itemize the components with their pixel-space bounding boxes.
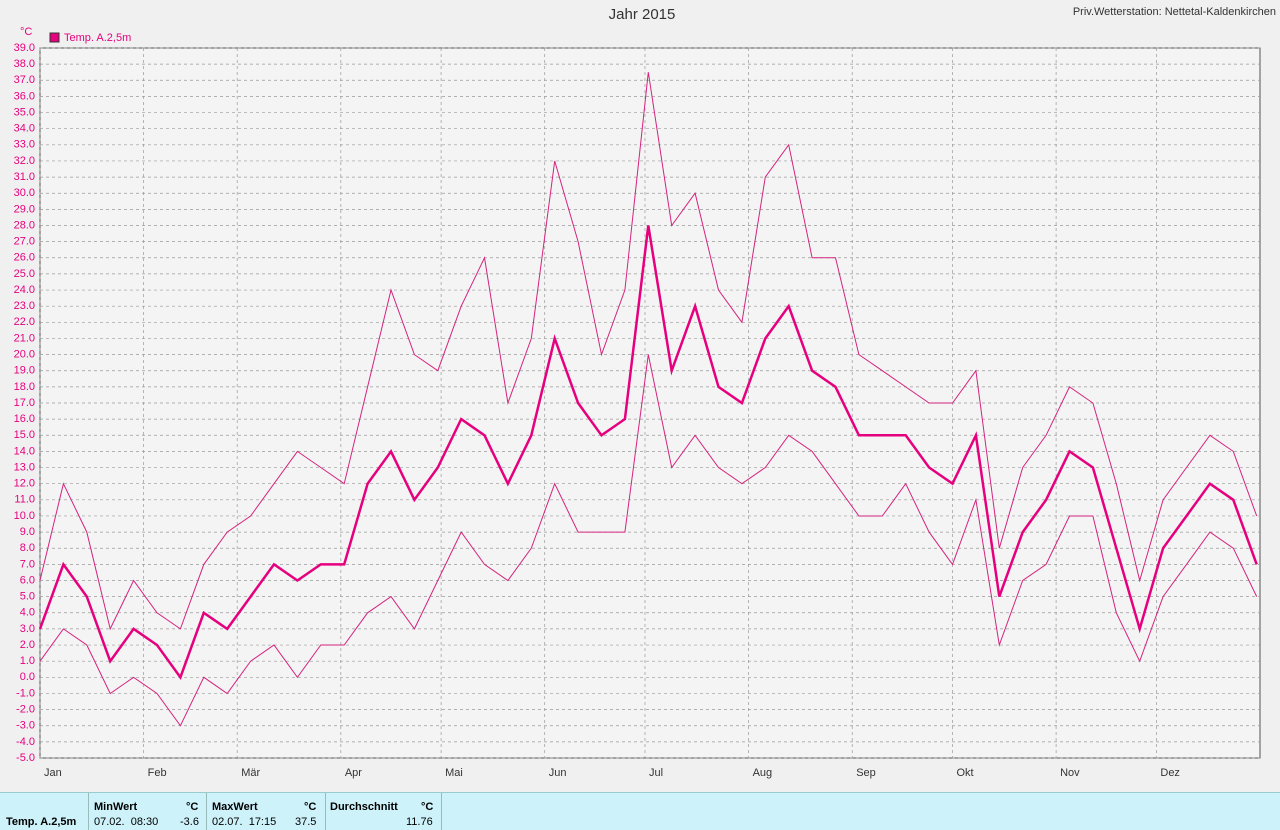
y-tick-label: 9.0 xyxy=(20,526,35,538)
min-time: 07.02. 08:30 xyxy=(94,816,159,828)
x-tick-label: Dez xyxy=(1160,767,1180,779)
y-tick-label: 22.0 xyxy=(14,316,35,328)
series-line xyxy=(39,72,1258,631)
y-tick-label: 1.0 xyxy=(20,655,35,667)
y-tick-label: 35.0 xyxy=(14,106,35,118)
x-tick-label: Aug xyxy=(753,767,773,779)
y-tick-label: 34.0 xyxy=(14,123,35,135)
series-line xyxy=(39,354,1258,727)
y-tick-label: 15.0 xyxy=(14,429,35,441)
legend-label: Temp. A.2,5m xyxy=(64,32,131,44)
x-tick-label: Mär xyxy=(241,767,260,779)
y-tick-label: 13.0 xyxy=(14,461,35,473)
y-tick-label: 32.0 xyxy=(14,155,35,167)
y-tick-label: 33.0 xyxy=(14,139,35,151)
avg-header: Durchschnitt xyxy=(330,801,398,813)
y-tick-label: 21.0 xyxy=(14,332,35,344)
y-tick-label: 17.0 xyxy=(14,397,35,409)
y-tick-label: 18.0 xyxy=(14,381,35,393)
max-unit: °C xyxy=(304,801,317,813)
max-value: 37.5 xyxy=(295,816,317,828)
x-tick-label: Nov xyxy=(1060,767,1080,779)
y-tick-label: 27.0 xyxy=(14,236,35,248)
y-tick-label: 19.0 xyxy=(14,365,35,377)
y-tick-label: 30.0 xyxy=(14,187,35,199)
y-tick-label: 7.0 xyxy=(20,558,35,570)
y-tick-label: 25.0 xyxy=(14,268,35,280)
min-header: MinWert xyxy=(94,801,138,813)
y-tick-label: -5.0 xyxy=(16,752,35,764)
y-tick-label: 36.0 xyxy=(14,90,35,102)
station: Priv.Wetterstation: Nettetal-Kaldenkirch… xyxy=(1073,6,1276,18)
y-tick-label: 29.0 xyxy=(14,203,35,215)
divider xyxy=(325,793,326,830)
y-tick-label: 5.0 xyxy=(20,591,35,603)
y-tick-label: 23.0 xyxy=(14,300,35,312)
y-unit: °C xyxy=(20,26,32,38)
chart-title: Jahr 2015 xyxy=(609,6,676,23)
divider xyxy=(206,793,207,830)
min-value: -3.6 xyxy=(180,816,199,828)
divider xyxy=(88,793,89,830)
legend-swatch xyxy=(49,32,60,43)
y-tick-label: 20.0 xyxy=(14,348,35,360)
min-unit: °C xyxy=(186,801,199,813)
y-tick-label: -2.0 xyxy=(16,703,35,715)
y-tick-label: 39.0 xyxy=(14,42,35,54)
summary: Temp. A.2,5m MinWert °C 07.02. 08:30 -3.… xyxy=(0,792,1280,830)
y-tick-label: 11.0 xyxy=(14,494,35,506)
y-tick-label: 0.0 xyxy=(20,671,35,683)
y-tick-label: 38.0 xyxy=(14,58,35,70)
y-tick-label: 31.0 xyxy=(14,171,35,183)
y-tick-label: 6.0 xyxy=(20,574,35,586)
row-label: Temp. A.2,5m xyxy=(6,816,77,828)
y-tick-label: 37.0 xyxy=(14,74,35,86)
y-tick-label: 10.0 xyxy=(14,510,35,522)
x-tick-label: Jul xyxy=(649,767,663,779)
x-tick-label: Jan xyxy=(44,767,62,779)
y-tick-label: -4.0 xyxy=(16,736,35,748)
y-tick-label: 26.0 xyxy=(14,252,35,264)
avg-value: 11.76 xyxy=(406,816,433,828)
y-tick-label: 2.0 xyxy=(20,639,35,651)
y-tick-label: 8.0 xyxy=(20,542,35,554)
y-tick-label: 14.0 xyxy=(14,445,35,457)
y-tick-label: 16.0 xyxy=(14,413,35,425)
y-tick-label: 4.0 xyxy=(20,607,35,619)
y-tick-label: 24.0 xyxy=(14,284,35,296)
max-time: 02.07. 17:15 xyxy=(212,816,277,828)
x-tick-label: Apr xyxy=(345,767,362,779)
series-line xyxy=(38,225,1258,680)
y-tick-label: 12.0 xyxy=(14,478,35,490)
y-tick-label: 28.0 xyxy=(14,219,35,231)
avg-unit: °C xyxy=(421,801,434,813)
x-tick-label: Mai xyxy=(445,767,463,779)
y-tick-label: 3.0 xyxy=(20,623,35,635)
x-tick-label: Feb xyxy=(148,767,167,779)
y-tick-label: -1.0 xyxy=(16,687,35,699)
max-header: MaxWert xyxy=(212,801,258,813)
x-tick-label: Jun xyxy=(549,767,567,779)
divider xyxy=(441,793,442,830)
x-tick-label: Sep xyxy=(856,767,876,779)
chart: Jahr 2015 Priv.Wetterstation: Nettetal-K… xyxy=(14,6,1276,779)
x-tick-label: Okt xyxy=(956,767,973,779)
y-tick-label: -3.0 xyxy=(16,720,35,732)
